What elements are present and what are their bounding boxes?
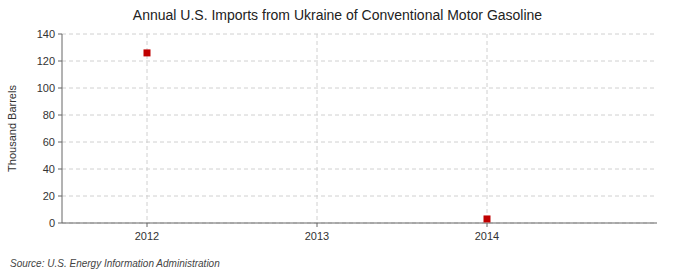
y-grid-line	[62, 115, 657, 116]
x-tick-label: 2012	[135, 230, 159, 242]
axes: 2012 2013 2014 0 20 40 60 80 100 120 140	[37, 28, 657, 242]
y-tick-label: 140	[37, 28, 55, 40]
x-tick	[317, 223, 318, 227]
y-tick-label: 20	[43, 190, 55, 202]
x-axis-line	[62, 223, 657, 224]
y-tick-label: 0	[49, 217, 55, 229]
title: Annual U.S. Imports from Ukraine of Conv…	[133, 7, 543, 23]
grid	[62, 34, 657, 223]
y-tick	[58, 34, 62, 35]
x-tick-label: 2014	[475, 230, 499, 242]
y-axis-line	[62, 34, 63, 223]
y-tick	[58, 196, 62, 197]
y-tick	[58, 223, 62, 224]
y-tick-label: 100	[37, 82, 55, 94]
y-grid-line	[62, 88, 657, 89]
y-axis-label: Thousand Barrels	[6, 85, 18, 172]
y-tick	[58, 115, 62, 116]
point	[144, 49, 151, 56]
source-note: Source: U.S. Energy Information Administ…	[10, 258, 220, 269]
x-tick	[147, 223, 148, 227]
y-tick-label: 40	[43, 163, 55, 175]
y-grid-line	[62, 196, 657, 197]
y-tick	[58, 142, 62, 143]
y-tick	[58, 169, 62, 170]
x-grid-line	[147, 34, 148, 223]
x-grid-line	[317, 34, 318, 223]
y-tick	[58, 61, 62, 62]
data-points	[144, 49, 491, 222]
x-tick-label: 2013	[305, 230, 329, 242]
y-grid-line	[62, 61, 657, 62]
x-grid-line	[487, 34, 488, 223]
y-grid-line	[62, 169, 657, 170]
y-tick-label: 80	[43, 109, 55, 121]
y-tick-label: 60	[43, 136, 55, 148]
y-grid-line	[62, 223, 657, 224]
y-grid-line	[62, 34, 657, 35]
chart: Annual U.S. Imports from Ukraine of Conv…	[0, 0, 675, 275]
y-tick	[58, 88, 62, 89]
point	[484, 215, 491, 222]
y-grid-line	[62, 142, 657, 143]
x-tick	[487, 223, 488, 227]
y-tick-label: 120	[37, 55, 55, 67]
